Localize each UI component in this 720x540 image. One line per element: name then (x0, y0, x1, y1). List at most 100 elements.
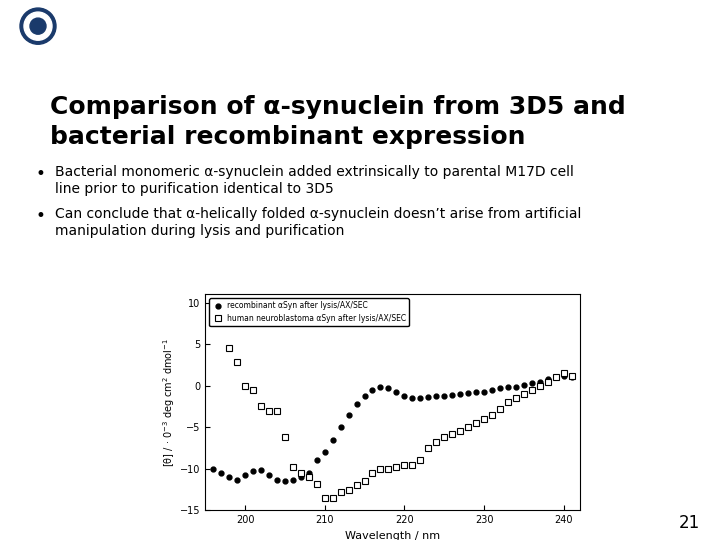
recombinant αSyn after lysis/AX/SEC (528, 380, 536, 387)
recombinant αSyn after lysis/AX/SEC (400, 393, 409, 399)
recombinant αSyn after lysis/AX/SEC (495, 385, 504, 392)
Text: Comparison of α-synuclein from 3D5 and: Comparison of α-synuclein from 3D5 and (50, 96, 626, 119)
human neuroblastoma αSyn after lysis/AX/SEC (360, 478, 369, 484)
human neuroblastoma αSyn after lysis/AX/SEC (567, 373, 576, 379)
human neuroblastoma αSyn after lysis/AX/SEC (528, 387, 536, 393)
Text: bacterial recombinant expression: bacterial recombinant expression (50, 125, 526, 150)
recombinant αSyn after lysis/AX/SEC (480, 388, 488, 395)
Text: 21: 21 (679, 514, 700, 532)
human neuroblastoma αSyn after lysis/AX/SEC (273, 407, 282, 414)
human neuroblastoma αSyn after lysis/AX/SEC (336, 489, 345, 495)
recombinant αSyn after lysis/AX/SEC (256, 467, 265, 473)
recombinant αSyn after lysis/AX/SEC (384, 385, 392, 392)
human neuroblastoma αSyn after lysis/AX/SEC (503, 399, 512, 406)
Line: recombinant αSyn after lysis/AX/SEC: recombinant αSyn after lysis/AX/SEC (211, 373, 574, 484)
recombinant αSyn after lysis/AX/SEC (536, 379, 544, 385)
human neuroblastoma αSyn after lysis/AX/SEC (544, 379, 552, 385)
human neuroblastoma αSyn after lysis/AX/SEC (217, 308, 225, 314)
Y-axis label: [θ] / · 0$^{-3}$ deg cm$^{2}$ dmol$^{-1}$: [θ] / · 0$^{-3}$ deg cm$^{2}$ dmol$^{-1}… (161, 338, 177, 467)
recombinant αSyn after lysis/AX/SEC (432, 393, 441, 400)
human neuroblastoma αSyn after lysis/AX/SEC (368, 470, 377, 476)
human neuroblastoma αSyn after lysis/AX/SEC (448, 430, 456, 437)
recombinant αSyn after lysis/AX/SEC (408, 395, 417, 401)
recombinant αSyn after lysis/AX/SEC (511, 383, 520, 390)
recombinant αSyn after lysis/AX/SEC (544, 376, 552, 382)
recombinant αSyn after lysis/AX/SEC (440, 393, 449, 399)
recombinant αSyn after lysis/AX/SEC (265, 472, 274, 478)
human neuroblastoma αSyn after lysis/AX/SEC (376, 465, 384, 472)
recombinant αSyn after lysis/AX/SEC (567, 374, 576, 381)
Circle shape (30, 18, 46, 34)
human neuroblastoma αSyn after lysis/AX/SEC (456, 428, 464, 435)
human neuroblastoma αSyn after lysis/AX/SEC (408, 461, 417, 468)
recombinant αSyn after lysis/AX/SEC (281, 478, 289, 484)
Text: line prior to purification identical to 3D5: line prior to purification identical to … (55, 183, 334, 197)
human neuroblastoma αSyn after lysis/AX/SEC (536, 382, 544, 389)
Line: human neuroblastoma αSyn after lysis/AX/SEC: human neuroblastoma αSyn after lysis/AX/… (210, 300, 575, 501)
human neuroblastoma αSyn after lysis/AX/SEC (289, 464, 297, 470)
human neuroblastoma αSyn after lysis/AX/SEC (511, 395, 520, 401)
human neuroblastoma αSyn after lysis/AX/SEC (209, 299, 217, 306)
human neuroblastoma αSyn after lysis/AX/SEC (265, 407, 274, 414)
human neuroblastoma αSyn after lysis/AX/SEC (416, 457, 425, 464)
human neuroblastoma αSyn after lysis/AX/SEC (225, 345, 233, 352)
human neuroblastoma αSyn after lysis/AX/SEC (559, 370, 568, 376)
human neuroblastoma αSyn after lysis/AX/SEC (328, 495, 337, 501)
Text: of  DELAWARE: of DELAWARE (68, 30, 178, 45)
recombinant αSyn after lysis/AX/SEC (240, 472, 249, 478)
human neuroblastoma αSyn after lysis/AX/SEC (472, 420, 480, 426)
recombinant αSyn after lysis/AX/SEC (448, 392, 456, 398)
recombinant αSyn after lysis/AX/SEC (233, 476, 241, 483)
human neuroblastoma αSyn after lysis/AX/SEC (352, 482, 361, 489)
recombinant αSyn after lysis/AX/SEC (424, 394, 433, 401)
recombinant αSyn after lysis/AX/SEC (376, 384, 384, 390)
human neuroblastoma αSyn after lysis/AX/SEC (233, 359, 241, 366)
Text: manipulation during lysis and purification: manipulation during lysis and purificati… (55, 224, 344, 238)
recombinant αSyn after lysis/AX/SEC (344, 411, 353, 418)
X-axis label: Wavelength / nm: Wavelength / nm (345, 531, 440, 540)
human neuroblastoma αSyn after lysis/AX/SEC (487, 411, 496, 418)
human neuroblastoma αSyn after lysis/AX/SEC (392, 464, 401, 470)
human neuroblastoma αSyn after lysis/AX/SEC (400, 461, 409, 468)
Circle shape (24, 12, 52, 40)
recombinant αSyn after lysis/AX/SEC (520, 382, 528, 388)
recombinant αSyn after lysis/AX/SEC (464, 390, 472, 396)
human neuroblastoma αSyn after lysis/AX/SEC (240, 382, 249, 389)
recombinant αSyn after lysis/AX/SEC (368, 387, 377, 393)
recombinant αSyn after lysis/AX/SEC (305, 470, 313, 476)
human neuroblastoma αSyn after lysis/AX/SEC (248, 387, 257, 393)
human neuroblastoma αSyn after lysis/AX/SEC (281, 434, 289, 441)
human neuroblastoma αSyn after lysis/AX/SEC (495, 406, 504, 412)
human neuroblastoma αSyn after lysis/AX/SEC (297, 470, 305, 476)
recombinant αSyn after lysis/AX/SEC (559, 373, 568, 379)
Circle shape (16, 4, 60, 48)
Circle shape (20, 8, 56, 44)
Legend: recombinant αSyn after lysis/AX/SEC, human neuroblastoma αSyn after lysis/AX/SEC: recombinant αSyn after lysis/AX/SEC, hum… (209, 298, 409, 326)
recombinant αSyn after lysis/AX/SEC (273, 476, 282, 483)
human neuroblastoma αSyn after lysis/AX/SEC (320, 495, 329, 501)
human neuroblastoma αSyn after lysis/AX/SEC (480, 416, 488, 422)
human neuroblastoma αSyn after lysis/AX/SEC (552, 374, 560, 381)
recombinant αSyn after lysis/AX/SEC (352, 401, 361, 407)
human neuroblastoma αSyn after lysis/AX/SEC (312, 481, 321, 487)
human neuroblastoma αSyn after lysis/AX/SEC (464, 424, 472, 430)
recombinant αSyn after lysis/AX/SEC (336, 424, 345, 430)
recombinant αSyn after lysis/AX/SEC (217, 470, 225, 476)
Text: •: • (35, 207, 45, 225)
recombinant αSyn after lysis/AX/SEC (289, 477, 297, 484)
human neuroblastoma αSyn after lysis/AX/SEC (256, 403, 265, 410)
human neuroblastoma αSyn after lysis/AX/SEC (424, 445, 433, 451)
recombinant αSyn after lysis/AX/SEC (312, 457, 321, 464)
recombinant αSyn after lysis/AX/SEC (392, 389, 401, 396)
recombinant αSyn after lysis/AX/SEC (416, 395, 425, 401)
recombinant αSyn after lysis/AX/SEC (225, 474, 233, 480)
recombinant αSyn after lysis/AX/SEC (248, 468, 257, 475)
human neuroblastoma αSyn after lysis/AX/SEC (440, 434, 449, 441)
human neuroblastoma αSyn after lysis/AX/SEC (344, 487, 353, 493)
recombinant αSyn after lysis/AX/SEC (552, 374, 560, 381)
human neuroblastoma αSyn after lysis/AX/SEC (384, 465, 392, 472)
recombinant αSyn after lysis/AX/SEC (328, 436, 337, 443)
recombinant αSyn after lysis/AX/SEC (360, 393, 369, 399)
Text: •: • (35, 165, 45, 184)
recombinant αSyn after lysis/AX/SEC (472, 389, 480, 396)
